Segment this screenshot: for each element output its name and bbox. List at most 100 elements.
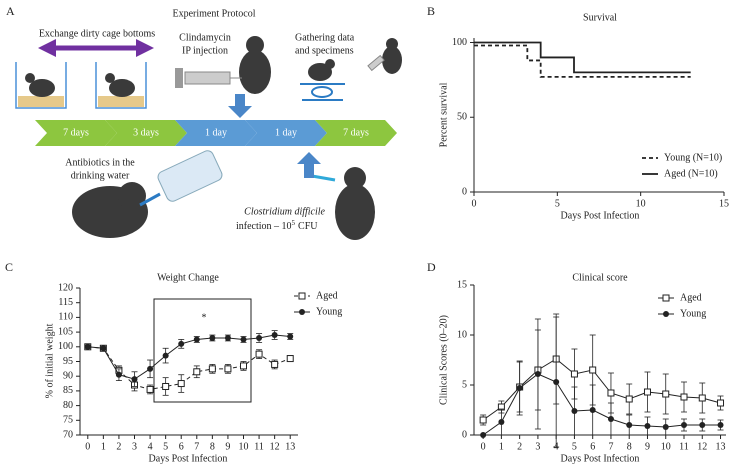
legend-label: Aged (N=10) (664, 168, 718, 179)
chart-title: Survival (583, 12, 617, 23)
marker (255, 350, 263, 358)
y-tick-label: 50 (457, 112, 467, 123)
x-tick-label: 10 (661, 441, 671, 452)
timeline-label: 7 days (343, 127, 369, 138)
y-tick-label: 0 (462, 186, 467, 197)
x-tick-label: 15 (719, 198, 729, 209)
timeline-step (35, 120, 117, 146)
bottle (139, 150, 336, 207)
marker (534, 371, 541, 377)
x-tick-label: 12 (270, 441, 280, 452)
legend-label: Young (N=10) (664, 152, 722, 163)
x-tick-label: 4 (148, 441, 153, 452)
gathering-text: and specimens (295, 45, 354, 56)
y-axis-label: % of initial weight (44, 323, 55, 398)
x-axis-label: Days Post Infection (561, 453, 640, 464)
marker (287, 333, 294, 340)
series-line (482, 373, 721, 436)
legend-label: Young (316, 306, 342, 317)
marker (589, 366, 597, 374)
y-tick-label: 120 (58, 282, 73, 293)
cage-text: Exchange dirty cage bottoms (39, 28, 155, 39)
timeline-label: 1 day (275, 127, 297, 138)
panel-label: C (5, 260, 13, 274)
marker (162, 352, 169, 359)
protocol-title: Experiment Protocol (172, 8, 255, 19)
x-tick-label: 11 (679, 441, 689, 452)
y-tick-label: 5 (462, 379, 467, 390)
marker (626, 422, 633, 428)
x-tick-label: 2 (517, 441, 522, 452)
timeline-label: 7 days (63, 127, 89, 138)
x-tick-label: 3 (132, 441, 137, 452)
y-tick-label: 80 (63, 400, 73, 411)
marker (240, 336, 247, 343)
chart-title: Clinical score (572, 272, 628, 283)
y-tick-label: 0 (462, 429, 467, 440)
y-tick-label: 95 (63, 356, 73, 367)
marker (147, 365, 154, 372)
x-tick-label: 9 (645, 441, 650, 452)
x-tick-label: 8 (210, 441, 215, 452)
x-tick-label: 7 (194, 441, 199, 452)
y-tick-label: 90 (63, 370, 73, 381)
marker (224, 365, 232, 373)
marker (146, 385, 154, 393)
marker (498, 419, 505, 425)
timeline-label: 1 day (205, 127, 227, 138)
x-tick-label: 12 (697, 441, 707, 452)
marker (271, 360, 279, 368)
y-tick-label: 85 (63, 385, 73, 396)
marker (570, 370, 578, 378)
x-tick-label: 1 (499, 441, 504, 452)
y-tick-label: 105 (58, 326, 73, 337)
y-tick-label: 100 (58, 341, 73, 352)
injection-text: Clindamycin (179, 32, 231, 43)
x-tick-label: 10 (636, 198, 646, 209)
marker (680, 393, 688, 401)
infection-unit: CFU (298, 221, 318, 232)
infection-text: infection – 105 CFU (236, 219, 318, 233)
gathering-text: Gathering data (295, 32, 355, 43)
x-tick-label: 11 (254, 441, 264, 452)
marker (698, 394, 706, 402)
x-tick-label: 0 (85, 441, 90, 452)
marker (240, 362, 247, 370)
x-tick-label: 13 (716, 441, 726, 452)
y-tick-label: 75 (63, 415, 73, 426)
marker (589, 407, 596, 413)
timeline-step (315, 120, 397, 146)
x-tick-label: 2 (116, 441, 121, 452)
marker (662, 390, 670, 398)
x-tick-label: 0 (472, 198, 477, 209)
bedding (18, 96, 144, 107)
infection-exponent: 5 (292, 219, 296, 227)
x-axis-label: Days Post Infection (561, 210, 640, 221)
marker (131, 376, 138, 383)
antibiotics-text: Antibiotics in the (65, 157, 135, 168)
marker (193, 368, 201, 376)
legend-label: Aged (680, 292, 702, 303)
panel-label: D (427, 260, 436, 274)
x-tick-label: 5 (572, 441, 577, 452)
x-tick-label: 3 (535, 441, 540, 452)
x-tick-label: 6 (590, 441, 595, 452)
x-tick-label: 9 (225, 441, 230, 452)
organism-text: Clostridium difficile (244, 206, 325, 217)
marker (643, 388, 651, 396)
marker (607, 416, 614, 422)
y-axis-label: Percent survival (438, 82, 449, 147)
y-tick-label: 100 (452, 37, 467, 48)
x-tick-label: 1 (101, 441, 106, 452)
marker (224, 334, 231, 341)
marker (162, 382, 170, 390)
marker (625, 395, 633, 403)
y-tick-label: 115 (58, 297, 73, 308)
series-line (87, 346, 291, 390)
x-tick-label: 7 (608, 441, 613, 452)
marker (553, 379, 560, 385)
chart-title: Weight Change (157, 272, 219, 283)
legend-marker (299, 309, 305, 315)
legend-label: Aged (316, 290, 338, 301)
